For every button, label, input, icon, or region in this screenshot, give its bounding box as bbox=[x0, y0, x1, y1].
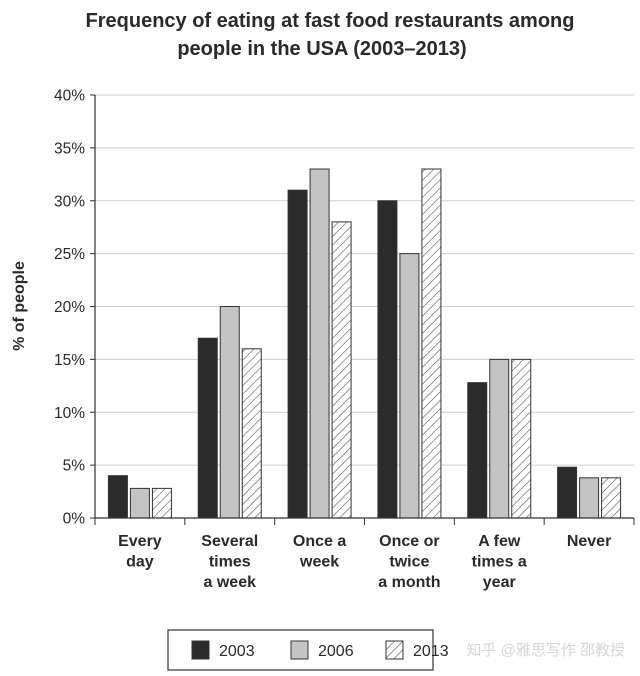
y-axis-label: % of people bbox=[11, 261, 28, 351]
category-label: times a bbox=[472, 554, 527, 571]
category-label: Several bbox=[201, 533, 258, 550]
bar-2003-3 bbox=[377, 200, 398, 519]
category-label: A few bbox=[478, 533, 521, 550]
bar-2003-2 bbox=[287, 189, 308, 519]
bar-2013-4 bbox=[511, 358, 532, 519]
category-label: a week bbox=[204, 574, 257, 591]
bar-2003-1 bbox=[197, 337, 218, 519]
y-tick-label: 25% bbox=[54, 246, 85, 263]
legend: 2003 2006 2013 bbox=[167, 629, 449, 671]
bar-2006-1 bbox=[219, 306, 240, 519]
category-label: year bbox=[483, 574, 516, 591]
y-tick-label: 35% bbox=[54, 140, 85, 157]
chart-title-line-2: people in the USA (2003–2013) bbox=[177, 38, 466, 60]
y-tick-label: 0% bbox=[63, 511, 86, 528]
bar-2006-4 bbox=[489, 358, 510, 519]
category-label: week bbox=[299, 554, 339, 571]
bar-2013-5 bbox=[601, 477, 622, 519]
bar-2013-2 bbox=[331, 221, 352, 519]
bar-2013-0 bbox=[151, 487, 172, 519]
legend-label: 2006 bbox=[318, 643, 354, 660]
category-labels: Every day Several times a week Once a week Once… bbox=[118, 533, 611, 591]
y-axis-ticks: 0% 5% 10% 15% 20% 25% 30% 35% 40% bbox=[54, 88, 95, 528]
y-tick-label: 30% bbox=[54, 193, 85, 210]
category-label: day bbox=[126, 554, 154, 571]
bar-2006-3 bbox=[399, 253, 420, 519]
bar-2013-1 bbox=[241, 348, 262, 519]
bar-2013-3 bbox=[421, 168, 442, 519]
legend-label: 2013 bbox=[413, 643, 449, 660]
y-tick-label: 20% bbox=[54, 299, 85, 316]
chart-title-line-1: Frequency of eating at fast food restaur… bbox=[86, 10, 575, 32]
category-label: times bbox=[209, 554, 251, 571]
legend-swatch-2006 bbox=[290, 640, 309, 660]
y-tick-label: 40% bbox=[54, 88, 85, 105]
legend-label: 2003 bbox=[219, 643, 255, 660]
category-label: Every bbox=[118, 533, 162, 550]
bars bbox=[107, 168, 622, 519]
category-label: a month bbox=[378, 574, 440, 591]
category-label: Never bbox=[567, 533, 611, 550]
y-tick-label: 15% bbox=[54, 352, 85, 369]
bar-2003-0 bbox=[107, 475, 128, 519]
bar-2006-5 bbox=[579, 477, 600, 519]
axes bbox=[94, 95, 635, 525]
bar-2006-0 bbox=[129, 487, 150, 519]
y-tick-label: 5% bbox=[63, 458, 86, 475]
bar-2003-5 bbox=[557, 466, 578, 519]
category-label: Once or bbox=[379, 533, 439, 550]
y-tick-label: 10% bbox=[54, 405, 85, 422]
watermark: 知乎 @雅思写作 邵教授 bbox=[466, 642, 625, 659]
legend-swatch-2003 bbox=[191, 640, 210, 660]
bar-2003-4 bbox=[467, 382, 488, 519]
category-label: twice bbox=[389, 554, 429, 571]
bar-2006-2 bbox=[309, 168, 330, 519]
legend-swatch-2013 bbox=[385, 640, 404, 660]
category-label: Once a bbox=[293, 533, 346, 550]
gridlines bbox=[95, 94, 634, 466]
